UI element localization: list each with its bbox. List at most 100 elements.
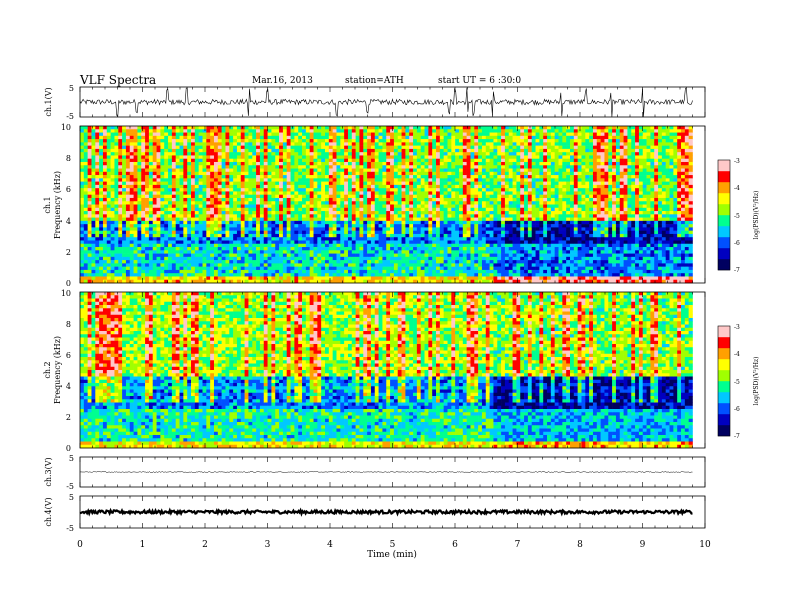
spectrogram-cell bbox=[466, 247, 471, 251]
spectrogram-cell bbox=[470, 194, 475, 199]
spectrogram-cell bbox=[210, 237, 215, 241]
spectrogram-cell bbox=[416, 155, 422, 160]
spectrogram-cell bbox=[194, 220, 199, 225]
figure-title: VLF Spectra bbox=[79, 73, 156, 87]
spectrogram-cell bbox=[416, 181, 422, 186]
spectrogram-cell bbox=[344, 250, 349, 254]
spectrogram-cell bbox=[409, 250, 414, 254]
spectrogram-cell bbox=[259, 220, 265, 225]
spectrogram-cell bbox=[374, 194, 379, 199]
spectrogram-cell bbox=[466, 148, 471, 153]
spectrogram-cell bbox=[141, 237, 146, 241]
spectrogram-cell bbox=[194, 230, 199, 235]
spectrogram-cell bbox=[370, 158, 376, 163]
spectrogram-cell bbox=[409, 230, 414, 235]
spectrogram-cell bbox=[263, 279, 268, 284]
spectrogram-cell bbox=[106, 126, 111, 130]
spectrogram-cell bbox=[325, 152, 330, 156]
spectrogram-cell bbox=[294, 126, 299, 130]
spectrogram-cell bbox=[443, 168, 448, 173]
spectrogram-cell bbox=[156, 243, 161, 248]
spectrogram-cell bbox=[409, 220, 414, 225]
spectrogram-cell bbox=[122, 165, 127, 169]
spectrogram-cell bbox=[252, 247, 257, 251]
spectrogram-cell bbox=[210, 148, 215, 153]
spectrogram-cell bbox=[183, 132, 188, 137]
spectrogram-cell bbox=[275, 266, 280, 271]
spectrogram-cell bbox=[470, 135, 475, 140]
spectrogram-cell bbox=[424, 188, 429, 192]
spectrogram-cell bbox=[252, 139, 257, 143]
spectrogram-cell bbox=[221, 214, 226, 218]
spectrogram-cell bbox=[390, 269, 395, 274]
spectrogram-cell bbox=[236, 132, 242, 137]
spectrogram-cell bbox=[340, 230, 345, 235]
spectrogram-cell bbox=[325, 247, 330, 251]
spectrogram-cell bbox=[328, 253, 333, 258]
spectrogram-cell bbox=[309, 129, 314, 133]
spectrogram-cell bbox=[179, 168, 184, 173]
spectrogram-cell bbox=[156, 155, 161, 160]
spectrogram-cell bbox=[271, 145, 276, 150]
spectrogram-cell bbox=[152, 217, 157, 222]
spectrogram-cell bbox=[378, 201, 383, 205]
spectrogram-cell bbox=[198, 155, 203, 160]
spectrogram-cell bbox=[347, 273, 353, 277]
spectrogram-cell bbox=[267, 152, 272, 156]
spectrogram-cell bbox=[378, 269, 383, 274]
spectrogram-cell bbox=[432, 240, 437, 245]
spectrogram-cell bbox=[256, 171, 261, 176]
spectrogram-cell bbox=[359, 220, 364, 225]
spectrogram-cell bbox=[240, 175, 245, 179]
spectrogram-cell bbox=[409, 214, 414, 218]
spectrogram-cell bbox=[344, 126, 349, 130]
spectrogram-cell bbox=[439, 148, 444, 153]
spectrogram-cell bbox=[80, 253, 85, 258]
spectrogram-cell bbox=[279, 161, 284, 166]
spectrogram-cell bbox=[175, 181, 180, 186]
spectrogram-cell bbox=[145, 214, 150, 218]
spectrogram-cell bbox=[183, 279, 188, 284]
spectrogram-cell bbox=[424, 230, 429, 235]
spectrogram-cell bbox=[390, 158, 395, 163]
spectrogram-cell bbox=[152, 139, 157, 143]
spectrogram-cell bbox=[240, 247, 245, 251]
spectrogram-cell bbox=[217, 211, 222, 215]
spectrogram-cell bbox=[229, 191, 234, 195]
spectrogram-cell bbox=[244, 263, 249, 267]
spectrogram-cell bbox=[290, 220, 295, 225]
spectrogram-cell bbox=[328, 175, 333, 179]
spectrogram-cell bbox=[390, 139, 395, 143]
spectrogram-cell bbox=[99, 161, 104, 166]
spectrogram-cell bbox=[194, 135, 199, 140]
spectrogram-cell bbox=[110, 178, 115, 182]
spectrogram-cell bbox=[106, 207, 111, 212]
spectrogram-cell bbox=[294, 250, 299, 254]
spectrogram-cell bbox=[336, 279, 341, 284]
spectrogram-cell bbox=[325, 224, 330, 228]
spectrogram-cell bbox=[374, 129, 379, 133]
spectrogram-cell bbox=[99, 181, 104, 186]
spectrogram-cell bbox=[80, 188, 85, 192]
spectrogram-cell bbox=[470, 260, 475, 264]
spectrogram-cell bbox=[91, 273, 96, 277]
spectrogram-cell bbox=[313, 207, 318, 212]
spectrogram-cell bbox=[106, 191, 111, 195]
spectrogram-cell bbox=[416, 142, 422, 146]
spectrogram-cell bbox=[462, 201, 467, 205]
spectrogram-cell bbox=[102, 207, 108, 212]
spectrogram-cell bbox=[210, 240, 215, 245]
spectrogram-cell bbox=[294, 276, 299, 281]
spectrogram-cell bbox=[263, 263, 268, 267]
spectrogram-cell bbox=[271, 175, 276, 179]
spectrogram-cell bbox=[378, 207, 383, 212]
spectrogram-cell bbox=[378, 220, 383, 225]
spectrogram-cell bbox=[198, 260, 203, 264]
spectrogram-cell bbox=[271, 253, 276, 258]
spectrogram-cell bbox=[183, 126, 188, 130]
spectrogram-cell bbox=[370, 204, 376, 209]
spectrogram-cell bbox=[122, 276, 127, 281]
spectrogram-cell bbox=[313, 256, 318, 261]
spectrogram-cell bbox=[305, 171, 310, 176]
spectrogram-cell bbox=[171, 253, 177, 258]
